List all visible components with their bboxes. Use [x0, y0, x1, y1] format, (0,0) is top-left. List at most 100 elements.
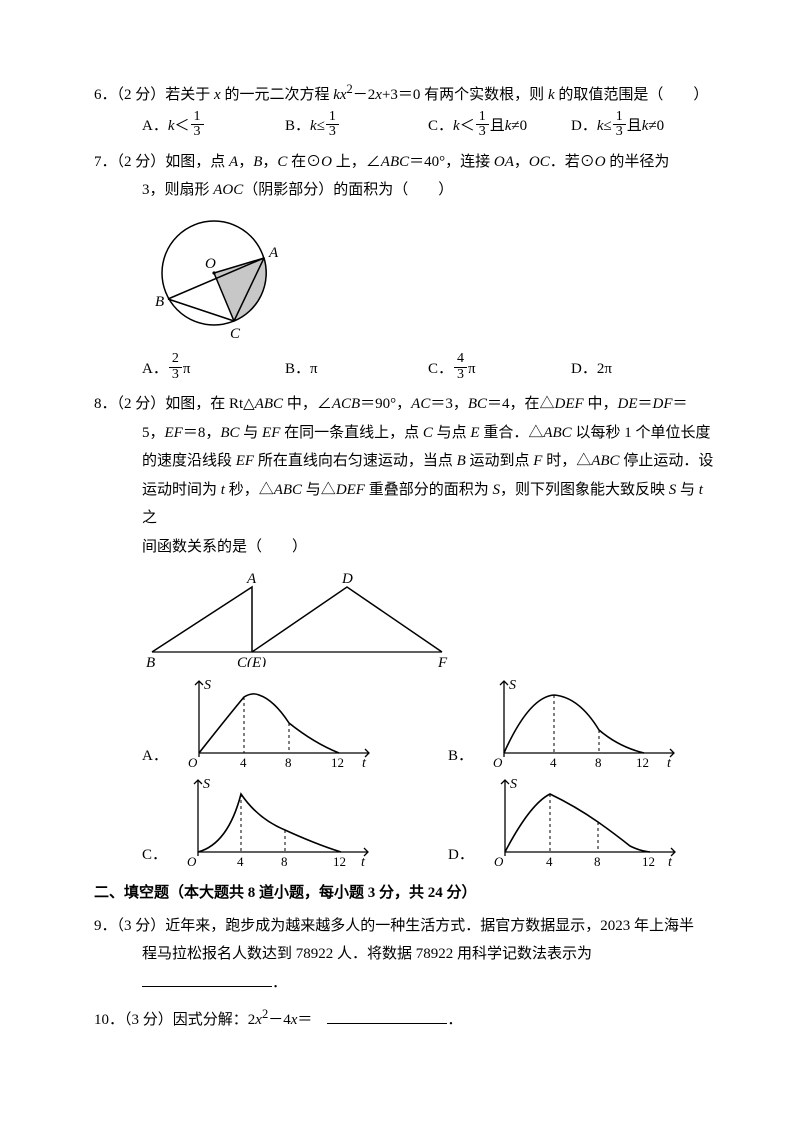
x-axis-label: t [361, 855, 366, 869]
x-axis-label: t [667, 756, 672, 770]
text: 与 [240, 425, 263, 441]
tick-4: 4 [550, 755, 557, 770]
text: ＝ [637, 396, 652, 412]
q7-stem-line1: 7．（2 分）如图，点 A，B，C 在⊙O 上，∠ABC＝40°，连接 OA，O… [94, 148, 714, 177]
question-6: 6．（2 分）若关于 x 的一元二次方程 kx2－2x+3＝0 有两个实数根，则… [94, 78, 714, 142]
q7-option-a: A．23π [142, 354, 285, 384]
text: ≠0 [648, 112, 664, 141]
text: ＝3， [430, 396, 468, 412]
q8-options: A． S t O 4 8 12 B． [94, 675, 714, 869]
tick-12: 12 [642, 854, 655, 869]
x-axis-label: t [362, 756, 367, 770]
q7-option-d: D．2π [571, 354, 714, 384]
circle-diagram: O A B C [142, 211, 292, 346]
text: ≤ [317, 112, 325, 141]
q8-option-c: C． S t O 4 8 12 [142, 774, 408, 869]
text: ， [262, 154, 277, 170]
q8-stem-line1: 8．（2 分）如图，在 Rt△ABC 中，∠ACB＝90°，AC＝3，BC＝4，… [94, 390, 714, 419]
graph-b: S t O 4 8 12 [479, 675, 679, 770]
q8-stem-line3: 的速度沿线段 EF 所在直线向右匀速运动，当点 B 运动到点 F 时，△ABC … [94, 447, 714, 476]
q8-stem-line4: 运动时间为 t 秒，△ABC 与△DEF 重叠部分的面积为 S，则下列图象能大致… [94, 476, 714, 533]
option-label: B． [448, 742, 473, 771]
origin-label: O [188, 755, 198, 770]
text: －4 [268, 1012, 291, 1028]
text: 的取值范围是（ ） [555, 87, 709, 103]
triangles-diagram: A D B C(E) F [142, 567, 452, 667]
text: ≤ [604, 112, 612, 141]
text: 重叠部分的面积为 [365, 482, 493, 498]
text: 运动到点 [466, 453, 534, 469]
tick-12: 12 [636, 755, 649, 770]
label-a: A [246, 571, 257, 587]
text: ＝ [297, 1012, 327, 1028]
label-b: B [155, 294, 164, 310]
y-axis-label: S [509, 678, 516, 693]
option-label: A． [142, 355, 168, 384]
q7-stem-line2: 3，则扇形 AOC（阴影部分）的面积为（ ） [94, 176, 714, 205]
text: 上，∠ [332, 154, 381, 170]
x-axis-label: t [668, 855, 673, 869]
text: ≠0 [511, 112, 527, 141]
text: ．若⊙ [550, 154, 595, 170]
q6-options: A．k＜13 B．k≤13 C．k＜13且k≠0 D．k≤13且k≠0 [94, 112, 714, 142]
label-d: D [341, 571, 353, 587]
q8-option-d: D． S t O 4 8 12 [448, 774, 714, 869]
label-o: O [205, 256, 216, 272]
text: 中， [584, 396, 618, 412]
text: 之 [142, 510, 157, 526]
tick-8: 8 [285, 755, 292, 770]
origin-label: O [187, 854, 197, 869]
origin-label: O [494, 854, 504, 869]
text: －2 [353, 87, 376, 103]
text: 时，△ [542, 453, 591, 469]
tick-12: 12 [331, 755, 344, 770]
section-2-heading: 二、填空题（本大题共 8 道小题，每小题 3 分，共 24 分） [94, 879, 714, 908]
text: 在同一条直线上，点 [280, 425, 423, 441]
q6-option-b: B．k≤13 [285, 112, 428, 142]
option-label: C． [428, 355, 453, 384]
option-label: B．π [285, 355, 318, 384]
question-8: 8．（2 分）如图，在 Rt△ABC 中，∠ACB＝90°，AC＝3，BC＝4，… [94, 390, 714, 869]
question-10: 10．（3 分）因式分解：2x2－4x＝ ． [94, 1003, 714, 1035]
text: 6．（2 分）若关于 [94, 87, 214, 103]
q8-figure: A D B C(E) F [94, 567, 714, 667]
tick-8: 8 [595, 755, 602, 770]
q7-option-c: C．43π [428, 354, 571, 384]
text: 与 [676, 482, 699, 498]
q7-figure: O A B C [94, 211, 714, 346]
label-c: C [230, 326, 241, 342]
text: 间函数关系的是（ ） [142, 539, 307, 555]
tick-4: 4 [240, 755, 247, 770]
option-label: D． [448, 841, 474, 870]
q8-option-b: B． S t O 4 8 12 [448, 675, 714, 770]
text: ． [447, 1012, 462, 1028]
text: 与△ [302, 482, 336, 498]
fill-blank [327, 1007, 447, 1025]
y-axis-label: S [203, 777, 210, 792]
tick-12: 12 [333, 854, 346, 869]
tick-8: 8 [594, 854, 601, 869]
text: 10．（3 分）因式分解：2 [94, 1012, 255, 1028]
text: 7．（2 分）如图，点 [94, 154, 229, 170]
text: 且 [490, 112, 505, 141]
text: 以每秒 1 个单位长度 [572, 425, 711, 441]
graph-d: S t O 4 8 12 [480, 774, 680, 869]
q8-stem-line2: 5，EF＝8，BC 与 EF 在同一条直线上，点 C 与点 E 重合．△ABC … [94, 419, 714, 448]
origin-label: O [493, 755, 503, 770]
text: 的一元二次方程 [221, 87, 334, 103]
label-a: A [268, 245, 279, 261]
text: 8．（2 分）如图，在 Rt△ [94, 396, 255, 412]
option-label: D．2π [571, 355, 612, 384]
text: +3＝0 有两个实数根，则 [382, 87, 548, 103]
text: ＝90°， [360, 396, 411, 412]
text: 的速度沿线段 [142, 453, 236, 469]
text: ＝8， [183, 425, 221, 441]
y-axis-label: S [204, 678, 211, 693]
q6-option-d: D．k≤13且k≠0 [571, 112, 714, 142]
q7-options: A．23π B．π C．43π D．2π [94, 354, 714, 384]
question-9: 9．（3 分）近年来，跑步成为越来越多人的一种生活方式．据官方数据显示，2023… [94, 912, 714, 998]
q8-stem-line5: 间函数关系的是（ ） [94, 533, 714, 562]
text: 与点 [433, 425, 471, 441]
text: 停止运动．设 [620, 453, 714, 469]
text: 且 [627, 112, 642, 141]
